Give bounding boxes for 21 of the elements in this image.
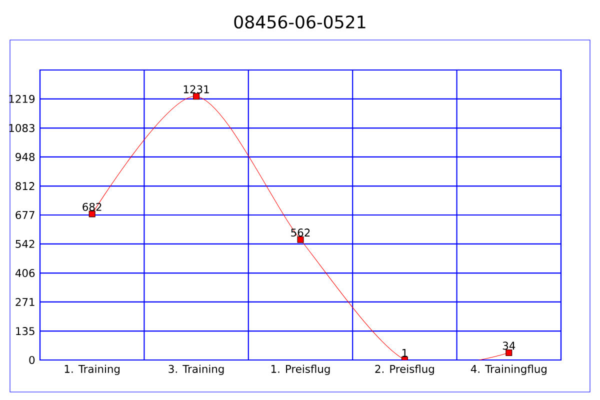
- chart-title: 08456-06-0521: [234, 15, 366, 29]
- data-label: 1: [402, 349, 408, 357]
- x-tick-label: 2. Preisflug: [375, 364, 434, 376]
- x-tick-label: 3. Training: [168, 364, 224, 376]
- y-tick-label: 0: [29, 356, 35, 364]
- x-tick-label: 4. Trainingflug: [470, 364, 546, 376]
- point: [88, 210, 96, 218]
- y-tick-label: 1083: [9, 124, 34, 132]
- x-tick-label: 1. Training: [64, 364, 120, 376]
- point: [193, 93, 200, 100]
- y-tick-label: 406: [15, 269, 35, 278]
- y-tick-label: 812: [16, 182, 34, 190]
- data-label: 1231: [184, 85, 209, 94]
- y-tick-label: 271: [16, 298, 34, 306]
- y-tick-label: 542: [16, 240, 34, 248]
- y-tick-label: 1219: [9, 94, 35, 103]
- y-tick-label: 677: [16, 210, 34, 220]
- y-tick-label: 948: [16, 152, 35, 161]
- y-tick-label: 135: [16, 327, 34, 336]
- x-tick-label: 1. Preisflug: [271, 364, 330, 376]
- data-label: 34: [502, 342, 516, 350]
